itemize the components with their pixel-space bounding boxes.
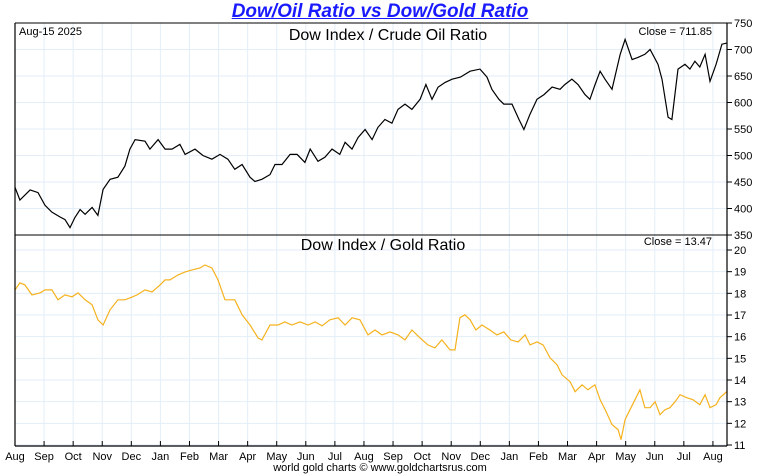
x-tick-label: Aug: [5, 451, 25, 463]
x-tick-label: Jun: [646, 451, 664, 463]
x-tick-label: Jul: [677, 451, 691, 463]
y-tick-label: 16: [734, 332, 746, 344]
y-tick-label: 13: [734, 397, 746, 409]
y-tick-label: 750: [734, 18, 752, 30]
y-tick-label: 20: [734, 245, 746, 257]
oil-ratio-panel: Dow Index / Crude Oil Ratio Aug-15 2025 …: [14, 26, 728, 229]
x-tick-label: Sep: [383, 451, 403, 463]
y-tick-label: 19: [734, 267, 746, 279]
y-tick-label: 15: [734, 353, 746, 365]
x-tick-label: May: [266, 451, 287, 463]
y-tick-label: 600: [734, 98, 752, 110]
y-tick-label: 11: [734, 440, 745, 452]
x-tick-label: Jul: [328, 451, 342, 463]
x-tick-label: Nov: [441, 451, 461, 463]
gold-panel-title: Dow Index / Gold Ratio: [301, 237, 466, 254]
y-tick-label: 14: [734, 375, 746, 387]
oil-y-axis: 350 400 450 500 550 600 650 700 750: [727, 18, 752, 242]
x-tick-label: Mar: [209, 451, 228, 463]
x-tick-label: Dec: [470, 451, 490, 463]
chart-title: Dow/Oil Ratio vs Dow/Gold Ratio: [231, 1, 529, 22]
gold-y-axis: 11 12 13 14 15 16 17 18 19 20: [727, 245, 746, 452]
x-tick-label: Apr: [588, 451, 605, 463]
x-tick-label: Oct: [414, 451, 431, 463]
x-tick-label: Mar: [558, 451, 577, 463]
oil-ratio-line: [14, 37, 728, 229]
x-tick-label: Apr: [239, 451, 256, 463]
y-tick-label: 12: [734, 418, 746, 430]
gold-close-label: Close = 13.47: [644, 236, 712, 248]
x-axis: Aug Sep Oct Nov Dec Jan Feb Mar Apr May Jun Jul Aug S…: [5, 441, 723, 463]
x-tick-label: Feb: [180, 451, 199, 463]
y-tick-label: 17: [734, 310, 746, 322]
y-tick-label: 450: [734, 177, 752, 189]
gold-ratio-line: [14, 264, 728, 440]
y-tick-label: 500: [734, 151, 752, 163]
date-label: Aug-15 2025: [19, 26, 82, 38]
x-tick-label: Jan: [152, 451, 170, 463]
footer-credit: world gold charts © www.goldchartsrus.co…: [273, 462, 487, 474]
y-tick-label: 350: [734, 230, 752, 242]
y-tick-label: 700: [734, 45, 752, 57]
y-tick-label: 18: [734, 288, 746, 300]
x-tick-label: Dec: [122, 451, 142, 463]
x-tick-label: Aug: [703, 451, 723, 463]
x-tick-label: Jun: [297, 451, 315, 463]
x-tick-label: Sep: [34, 451, 54, 463]
gold-ratio-panel: Dow Index / Gold Ratio Close = 13.47: [14, 236, 728, 440]
y-tick-label: 650: [734, 71, 752, 83]
x-tick-label: Jan: [500, 451, 518, 463]
x-tick-label: Nov: [92, 451, 112, 463]
oil-panel-title: Dow Index / Crude Oil Ratio: [289, 27, 487, 44]
y-tick-label: 400: [734, 204, 752, 216]
x-tick-label: May: [615, 451, 636, 463]
x-tick-label: Aug: [354, 451, 374, 463]
y-tick-label: 550: [734, 124, 752, 136]
x-tick-label: Oct: [65, 451, 82, 463]
plot-frame: [14, 22, 728, 447]
oil-close-label: Close = 711.85: [639, 26, 713, 38]
x-tick-label: Feb: [529, 451, 548, 463]
